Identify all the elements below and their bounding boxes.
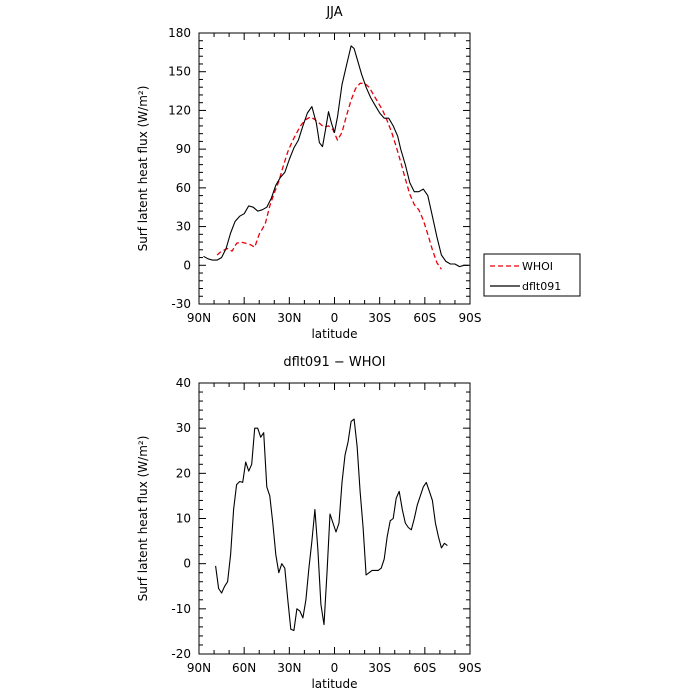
- x-tick-label: 30N: [277, 311, 301, 325]
- x-tick-label: 90N: [187, 311, 211, 325]
- y-tick-label: 40: [176, 376, 191, 390]
- x-tick-label: 60S: [413, 311, 436, 325]
- x-tick-label: 0: [331, 661, 339, 675]
- y-tick-label: -30: [171, 297, 191, 311]
- x-tick-label: 30S: [368, 661, 391, 675]
- x-tick-label: 30N: [277, 661, 301, 675]
- y-tick-label: 0: [183, 557, 191, 571]
- series-line-dflt091: [203, 45, 469, 268]
- chart-title: JJA: [325, 5, 342, 20]
- y-tick-label: 20: [176, 466, 191, 480]
- x-tick-label: 30S: [368, 311, 391, 325]
- plot-frame: [198, 32, 471, 305]
- x-tick-label: 0: [331, 311, 339, 325]
- plot-frame: [198, 382, 471, 655]
- series-line-difference: [215, 418, 448, 632]
- legend-box: [483, 253, 581, 297]
- legend-label-dflt091: dflt091: [522, 280, 561, 293]
- chart-2: 90N 60N 30N 0 30S 60S 90S -20 -10 0 10 20 30 40 dflt09…: [136, 355, 481, 691]
- y-tick-label: 150: [168, 65, 191, 79]
- y-tick-label: 30: [176, 220, 191, 234]
- x-tick-label: 60N: [232, 661, 256, 675]
- y-tick-label: 30: [176, 421, 191, 435]
- y-tick-label: -10: [171, 602, 191, 616]
- chart-1: 90N 60N 30N 0 30S 60S 90S -30 0 30 60 90 120 150 180 JJ…: [136, 5, 581, 341]
- x-tick-label: 90S: [459, 661, 482, 675]
- x-tick-label: 90N: [187, 661, 211, 675]
- x-tick-label: 90S: [459, 311, 482, 325]
- y-tick-label: 180: [168, 26, 191, 40]
- y-tick-label: 90: [176, 142, 191, 156]
- y-tick-label: 0: [183, 258, 191, 272]
- y-tick-label: 10: [176, 512, 191, 526]
- y-tick-label: 120: [168, 103, 191, 117]
- x-axis-label: latitude: [311, 327, 357, 341]
- series-line-whoi: [216, 82, 442, 270]
- x-tick-label: 60S: [413, 661, 436, 675]
- y-tick-label: 60: [176, 181, 191, 195]
- y-axis-label: Surf latent heat flux (W/m²): [136, 436, 150, 602]
- legend-label-whoi: WHOI: [522, 260, 553, 273]
- y-axis-label: Surf latent heat flux (W/m²): [136, 86, 150, 252]
- chart-title: dflt091 − WHOI: [283, 355, 385, 370]
- legend: WHOI dflt091: [483, 253, 581, 297]
- x-tick-label: 60N: [232, 311, 256, 325]
- x-axis-label: latitude: [311, 677, 357, 691]
- y-tick-label: -20: [171, 647, 191, 661]
